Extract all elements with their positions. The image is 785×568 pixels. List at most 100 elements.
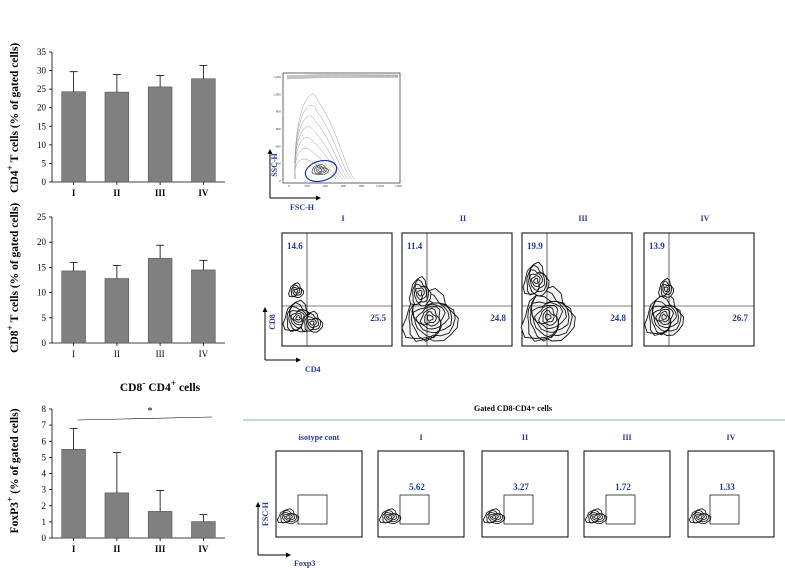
- contour: [688, 508, 712, 524]
- bar-chart-3-title: CD8- CD4+ cells: [119, 378, 201, 394]
- y-tick-label: 400: [276, 144, 282, 148]
- contour: [288, 282, 305, 298]
- gating-plot: 0 0 200 200 400 400 600 600 800 800 1,000 1,000 1,20…: [267, 72, 402, 212]
- gate-value: 3.27: [513, 482, 529, 492]
- contour: [694, 512, 707, 523]
- group-label: IV: [701, 214, 710, 223]
- contour: [531, 302, 564, 333]
- contour: [307, 318, 317, 329]
- contour: [584, 508, 608, 524]
- group-label: II: [460, 214, 466, 223]
- gate-box: [709, 494, 740, 525]
- y-tick-label: 800: [276, 110, 282, 114]
- upper-left-value: 19.9: [527, 241, 543, 251]
- contour: [412, 279, 430, 306]
- plot-frame: [282, 72, 401, 184]
- foxp3-plots: Gated CD8-CD4+ cells isotype cont I 5.62 II 3…: [243, 404, 785, 568]
- lower-right-value: 26.7: [732, 313, 748, 323]
- contour: [311, 164, 329, 176]
- contour: [280, 509, 298, 524]
- contour: [520, 285, 576, 342]
- contour: [544, 313, 552, 321]
- y-axis-label: SSC-H: [270, 152, 279, 176]
- contour: [414, 283, 427, 304]
- contour: [658, 310, 670, 323]
- contour: [419, 307, 440, 327]
- upper-left-value: 11.4: [407, 241, 423, 251]
- contour: [662, 283, 671, 295]
- quadrant-plot: II 11.4 24.8: [401, 214, 513, 347]
- contour: [300, 310, 324, 333]
- contour: [593, 515, 599, 519]
- contour: [285, 515, 291, 519]
- contour: [378, 508, 402, 524]
- cd4-cd8-plots: I 14.6 25.5 II 11.4 24.8 III 19.9 24.8 IV 13.9 26.7…: [262, 214, 755, 374]
- contour: [415, 306, 442, 330]
- group-label: I: [341, 214, 344, 223]
- contour: [661, 313, 667, 321]
- x-tick-label: 600: [341, 184, 347, 188]
- y-tick-label: 1,000: [273, 92, 281, 97]
- contour: [276, 508, 300, 524]
- foxp3-plot: isotype cont: [275, 433, 363, 538]
- contour: [382, 509, 400, 524]
- x-axis-label: CD4: [305, 365, 321, 374]
- contour: [294, 137, 343, 180]
- contour: [317, 168, 323, 172]
- contour: [290, 284, 303, 298]
- gate-box: [605, 494, 636, 525]
- contour: [526, 264, 548, 296]
- gate-box: [503, 494, 534, 525]
- contour: [286, 77, 399, 80]
- contour: [295, 314, 301, 321]
- contour: [692, 509, 710, 524]
- upper-left-value: 14.6: [287, 241, 303, 251]
- contour: [304, 312, 322, 332]
- y-axis-label: FSC-H: [261, 501, 270, 526]
- x-tick-label: 200: [305, 184, 311, 188]
- contour: [294, 126, 346, 180]
- y-tick-label: 1,200: [273, 75, 281, 80]
- contour: [294, 148, 340, 180]
- gate-box: [297, 494, 328, 525]
- panel-title: I: [419, 433, 422, 442]
- contour: [482, 508, 506, 524]
- contour: [306, 316, 319, 331]
- lower-right-value: 25.5: [370, 313, 386, 323]
- contour: [533, 277, 539, 285]
- x-tick-label: 400: [323, 184, 329, 188]
- contour: [489, 514, 499, 521]
- foxp3-plot: III 1.72: [583, 433, 671, 538]
- gate-value: 1.72: [615, 482, 631, 492]
- contour: [385, 514, 395, 521]
- contour: [384, 512, 397, 523]
- contour: [412, 303, 446, 334]
- quadrant-plot: IV 13.9 26.7: [643, 214, 755, 347]
- y-tick-label: 600: [276, 127, 282, 131]
- contour: [697, 515, 703, 519]
- contour: [542, 309, 555, 324]
- panel-title: IV: [727, 433, 736, 442]
- contour: [292, 313, 303, 323]
- contour: [417, 289, 423, 297]
- x-axis-label: FSC-H: [290, 203, 315, 212]
- gate-value: 5.62: [409, 482, 425, 492]
- contour: [293, 288, 299, 294]
- y-axis-label: CD8: [268, 314, 277, 330]
- panel-title: II: [522, 433, 528, 442]
- x-tick-label: 1,000: [376, 184, 384, 189]
- contour: [530, 275, 541, 288]
- gate-box: [399, 494, 430, 525]
- contour: [491, 515, 497, 519]
- contour: [309, 320, 315, 326]
- panel-title: III: [622, 433, 631, 442]
- section-header: Gated CD8-CD4+ cells: [474, 404, 552, 413]
- contour: [315, 167, 325, 174]
- lower-right-value: 24.8: [610, 313, 626, 323]
- contour: [590, 512, 603, 523]
- contour: [486, 509, 504, 524]
- contour: [488, 512, 501, 523]
- contour: [529, 273, 544, 292]
- upper-left-value: 13.9: [649, 241, 665, 251]
- contour: [415, 287, 425, 301]
